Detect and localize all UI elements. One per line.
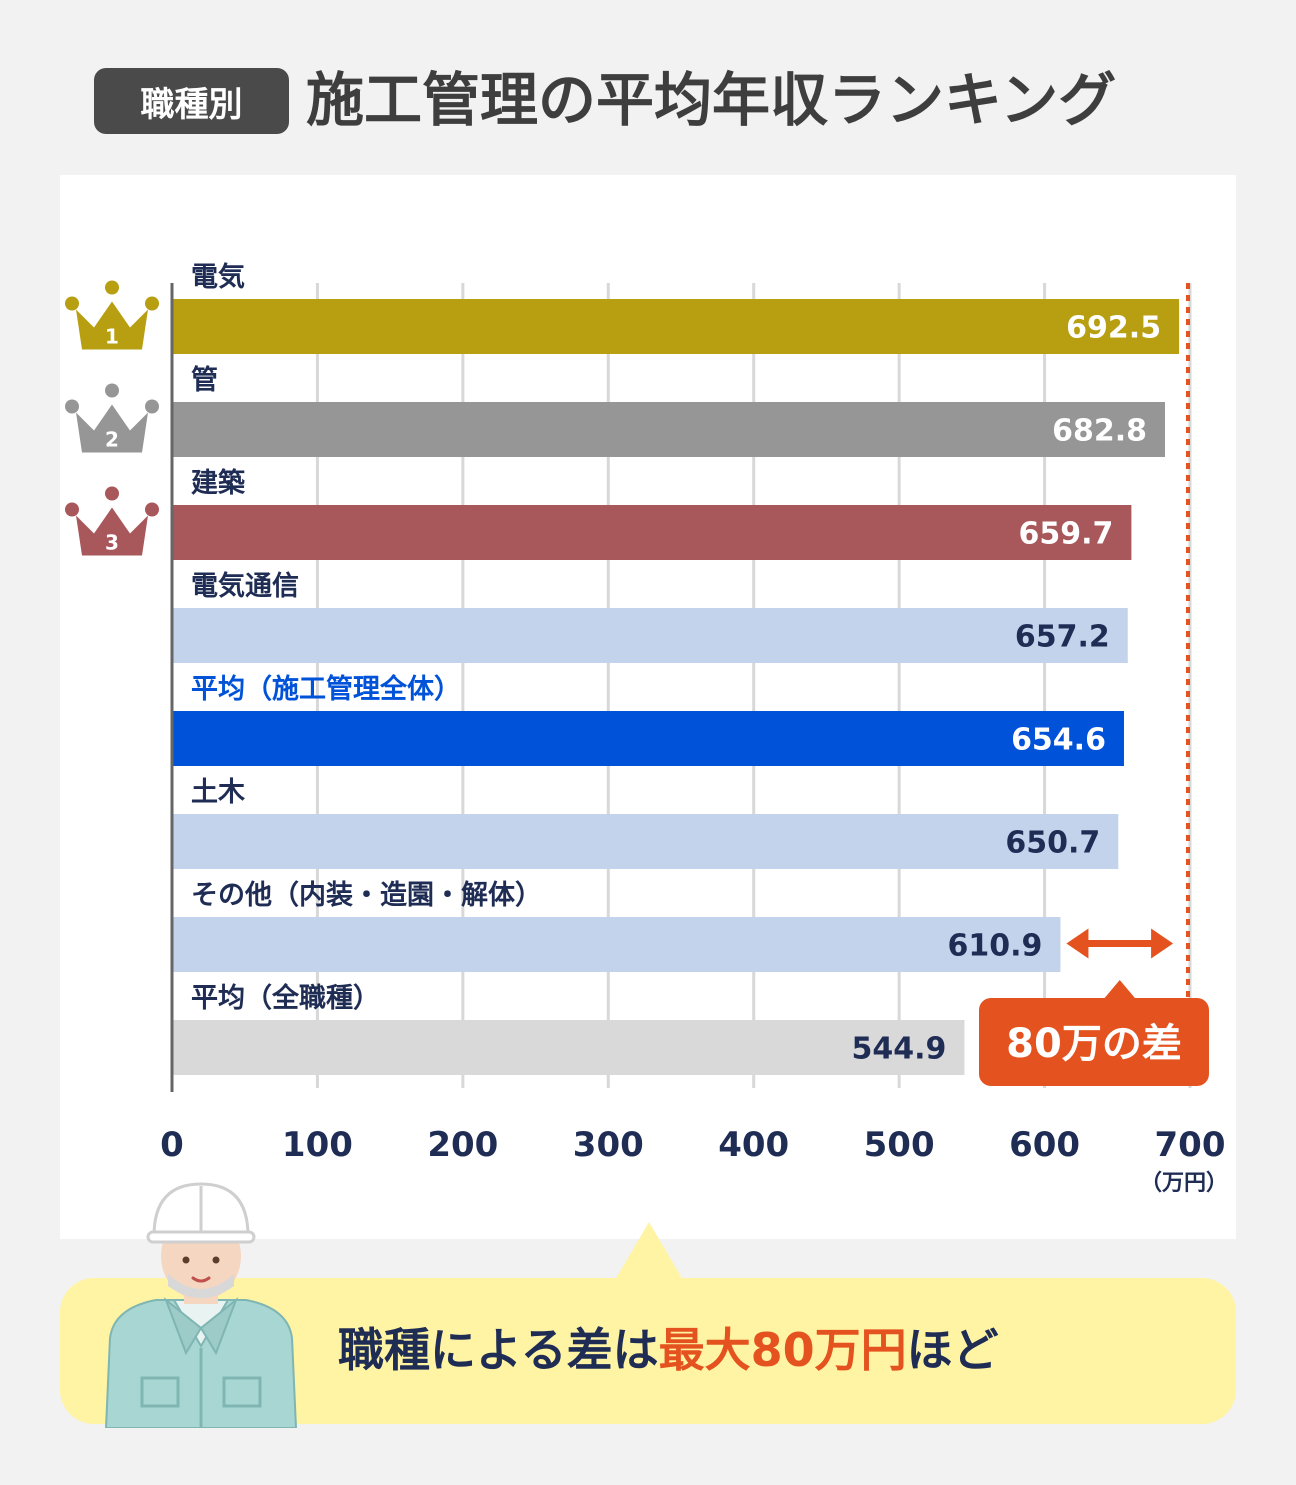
value-label: 692.5 [1066,311,1161,346]
crown-shape [76,507,148,556]
value-label: 682.8 [1052,414,1147,449]
crown-rank-number: 1 [105,325,119,349]
bar-chart: 電気 692.5 管 682.8 建築 659.7 電気通信 657.2 平均（施工管理全体） 6… [65,261,1228,1196]
category-label: 平均（全職種） [191,982,380,1014]
category-label: 建築 [191,467,246,499]
crown-shape [76,404,148,453]
category-label: 電気通信 [191,570,299,602]
crown-jewel [145,296,159,311]
x-tick-label: 300 [573,1125,644,1165]
crown-jewel [65,399,79,414]
callout-text-before: 職種による差は [338,1323,659,1377]
bar [172,402,1165,457]
crown-shape [76,301,148,350]
category-label: 電気 [191,261,245,293]
x-tick-label: 700 [1155,1125,1226,1165]
callout-pointer [615,1222,683,1280]
title-badge: 職種別 [94,68,289,134]
x-tick-label: 400 [718,1125,789,1165]
difference-arrow-head-right [1151,928,1174,959]
bar [172,814,1119,869]
category-label: その他（内装・造園・解体） [191,880,542,911]
x-tick-label: 0 [160,1125,184,1165]
callout-text-emphasis: 最大80万円 [658,1323,907,1377]
value-label: 544.9 [852,1032,947,1067]
x-tick-label: 200 [427,1125,498,1165]
value-label: 659.7 [1018,517,1113,552]
x-tick-label: 600 [1009,1125,1080,1165]
chart-panel: 電気 692.5 管 682.8 建築 659.7 電気通信 657.2 平均（施工管理全体） 6… [60,175,1236,1239]
value-label: 657.2 [1015,620,1110,655]
x-tick-label: 100 [282,1125,353,1165]
crown-rank-3: 3 [65,486,159,556]
value-label: 654.6 [1011,723,1106,758]
bar [172,917,1061,972]
category-label: 土木 [191,777,245,808]
bar [172,505,1132,560]
crown-jewel [65,296,79,311]
annotation-box [979,998,1209,1086]
bar [172,1020,965,1075]
value-label: 650.7 [1005,826,1100,861]
annotation-label: 80万の差 [1006,1021,1182,1067]
crown-jewel [145,399,159,414]
crown-jewel [65,502,79,517]
crown-rank-1: 1 [65,280,159,350]
category-label: 平均（施工管理全体） [191,673,461,705]
crown-jewel [145,502,159,517]
bar [172,608,1128,663]
crown-rank-number: 2 [105,428,119,452]
x-tick-label: 500 [864,1125,935,1165]
crown-jewel [105,280,119,295]
crown-jewel [105,383,119,398]
crown-rank-number: 3 [105,531,119,555]
value-label: 610.9 [948,929,1043,964]
worker-illustration [104,1182,298,1428]
annotation-pointer [1103,980,1136,999]
crown-jewel [105,486,119,501]
bar [172,299,1180,354]
callout-text-after: ほど [906,1323,999,1377]
page-title: 施工管理の平均年収ランキング [306,66,1117,134]
category-label: 管 [191,365,218,396]
crown-rank-2: 2 [65,383,159,453]
callout-text: 職種による差は最大80万円ほど [338,1318,999,1382]
difference-arrow-head-left [1066,928,1089,959]
bar [172,711,1124,766]
x-unit-label: （万円） [1140,1171,1228,1196]
